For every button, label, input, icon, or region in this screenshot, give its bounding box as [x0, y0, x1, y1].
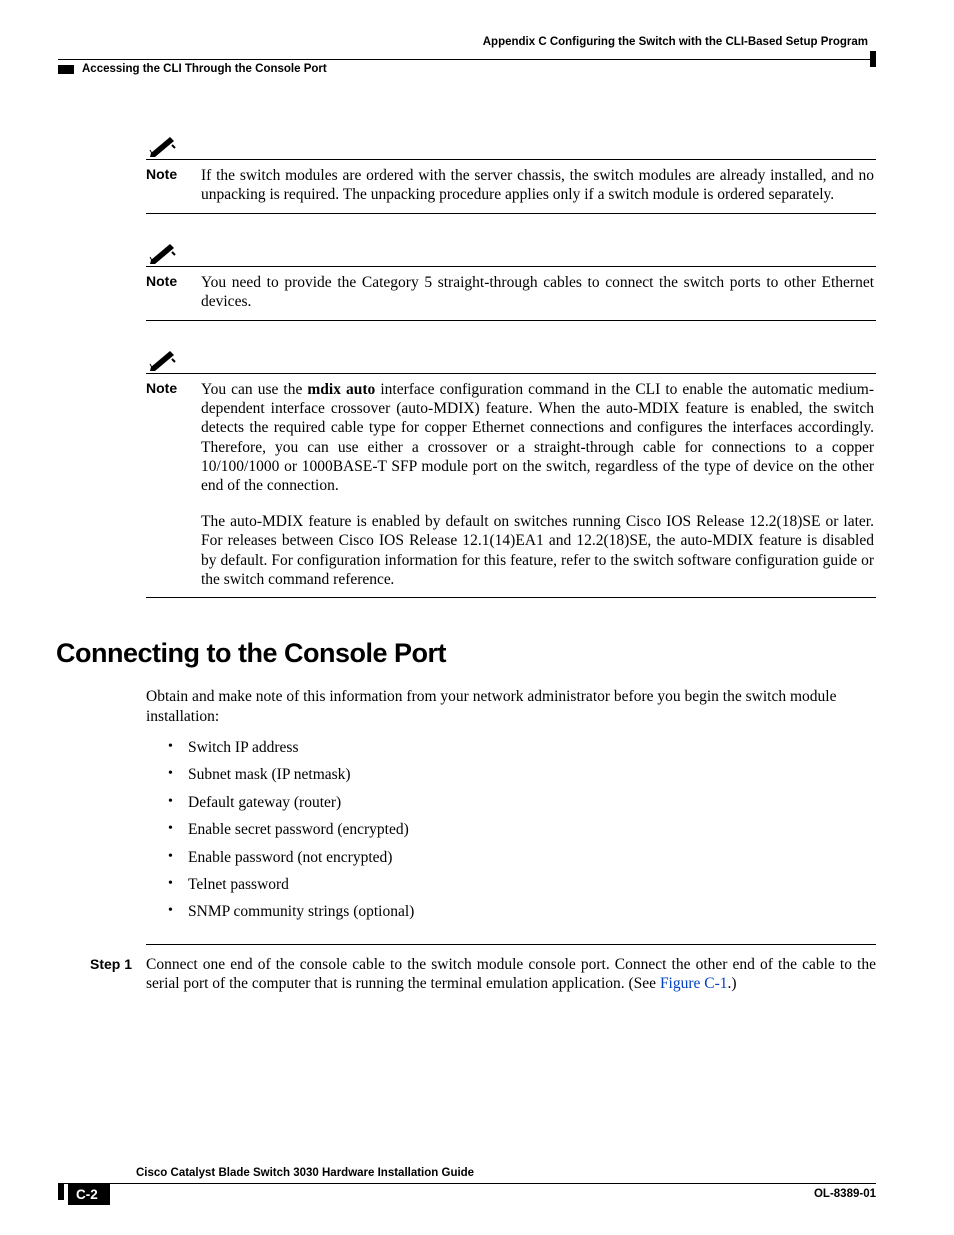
- pen-icon: [148, 349, 178, 371]
- step-text: Connect one end of the console cable to …: [146, 955, 876, 994]
- note-block: Note If the switch modules are ordered w…: [146, 135, 876, 214]
- list-item: Enable secret password (encrypted): [168, 820, 876, 839]
- step-divider: [146, 944, 876, 945]
- footer-mark-icon: [58, 1184, 64, 1200]
- appendix-title: Appendix C Configuring the Switch with t…: [58, 36, 876, 48]
- figure-link[interactable]: Figure C-1: [660, 975, 728, 992]
- note-block: Note You need to provide the Category 5 …: [146, 242, 876, 321]
- note3-bold: mdix auto: [307, 381, 375, 398]
- step-text-post: .): [728, 975, 737, 992]
- note-text: You need to provide the Category 5 strai…: [201, 273, 876, 312]
- step-label: Step 1: [90, 955, 146, 972]
- section-title: Connecting to the Console Port: [56, 638, 876, 669]
- pen-icon: [148, 135, 178, 157]
- pen-icon: [148, 242, 178, 264]
- step-row: Step 1 Connect one end of the console ca…: [90, 955, 876, 994]
- note3-p2-pre: The auto-MDIX feature is enabled by defa…: [201, 513, 874, 588]
- list-item: Default gateway (router): [168, 793, 876, 812]
- list-item: Telnet password: [168, 875, 876, 894]
- list-item: Subnet mask (IP netmask): [168, 765, 876, 784]
- note-block: Note You can use the mdix auto interface…: [146, 349, 876, 599]
- section-breadcrumb: Accessing the CLI Through the Console Po…: [74, 63, 327, 75]
- document-id: OL-8389-01: [814, 1184, 876, 1200]
- info-list: Switch IP address Subnet mask (IP netmas…: [168, 738, 876, 922]
- note-label: Note: [146, 273, 201, 289]
- list-item: SNMP community strings (optional): [168, 902, 876, 921]
- page-footer: Cisco Catalyst Blade Switch 3030 Hardwar…: [58, 1163, 876, 1205]
- note3-p2-post: .: [391, 571, 395, 588]
- page-header: Appendix C Configuring the Switch with t…: [58, 36, 876, 75]
- book-title: Cisco Catalyst Blade Switch 3030 Hardwar…: [136, 1167, 474, 1179]
- list-item: Enable password (not encrypted): [168, 848, 876, 867]
- note3-pre: You can use the: [201, 381, 307, 398]
- page-number: C-2: [68, 1184, 110, 1205]
- note-label: Note: [146, 380, 201, 396]
- step-text-pre: Connect one end of the console cable to …: [146, 956, 876, 992]
- note-text: If the switch modules are ordered with t…: [201, 166, 876, 205]
- note-text: You can use the mdix auto interface conf…: [201, 380, 876, 590]
- list-item: Switch IP address: [168, 738, 876, 757]
- section-intro: Obtain and make note of this information…: [146, 687, 876, 726]
- note-label: Note: [146, 166, 201, 182]
